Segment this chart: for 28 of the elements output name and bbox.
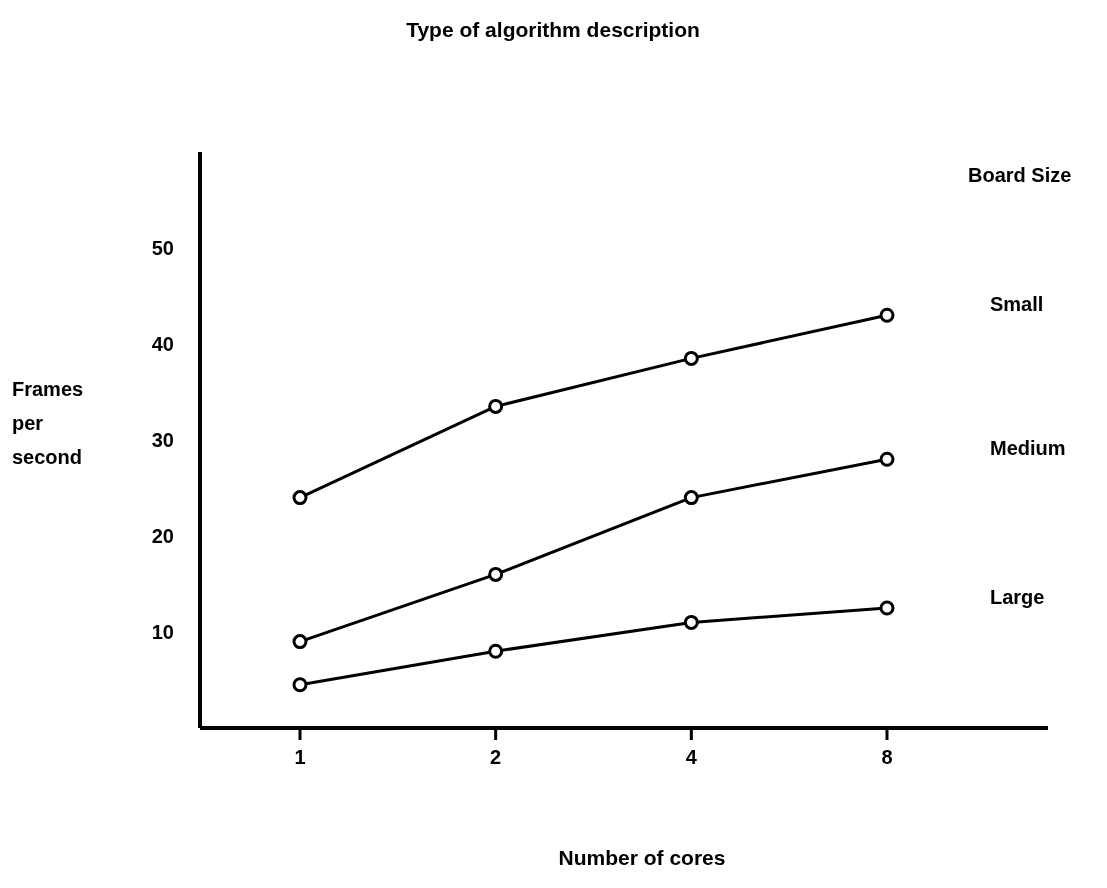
point (879, 600, 895, 616)
point (292, 634, 308, 650)
x-tick-label: 4 (685, 746, 698, 769)
point (879, 451, 895, 467)
text: Large (990, 586, 1045, 608)
point (683, 350, 699, 366)
legend-title: Board Size (968, 164, 1072, 187)
y-tick-label: 20 (151, 525, 174, 548)
point (488, 643, 504, 659)
point (488, 398, 504, 414)
y-tick-label: 30 (151, 429, 174, 452)
point (683, 614, 699, 630)
x-tick-label: 2 (490, 746, 502, 769)
point (292, 677, 308, 693)
y-tick-label: 50 (151, 237, 174, 260)
text: Medium (990, 437, 1066, 460)
x-tick-label: 8 (881, 746, 893, 769)
point (683, 490, 699, 506)
point (488, 566, 504, 582)
x-tick-label: 1 (294, 746, 306, 769)
point (292, 490, 308, 506)
chart-title: Type of algorithm description (405, 18, 701, 42)
text: Small (990, 293, 1044, 316)
point (879, 307, 895, 323)
y-tick-label: 10 (151, 621, 174, 644)
x-axis-title: Number of cores (557, 846, 727, 870)
y-tick-label: 40 (151, 333, 174, 356)
y-axis-title: Frames per second (12, 377, 85, 470)
